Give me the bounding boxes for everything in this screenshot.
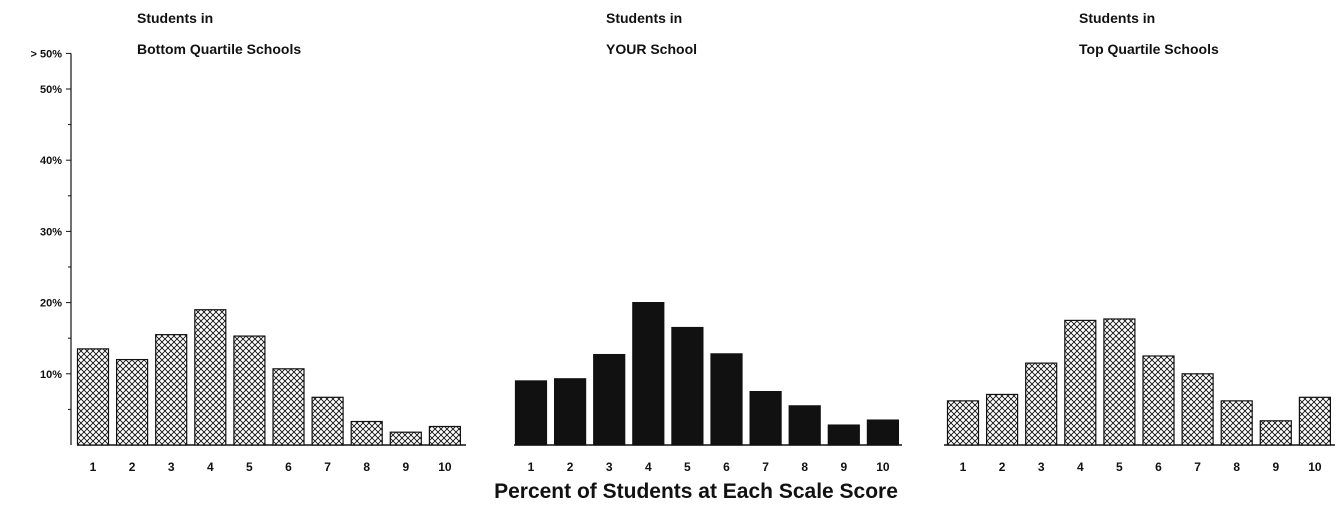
bar-score-4 (194, 309, 227, 446)
bar-score-9 (827, 424, 860, 446)
bar-score-10 (1298, 396, 1332, 446)
bar-score-4 (632, 302, 665, 446)
bar-score-1 (946, 400, 980, 446)
x-tick-label: 8 (363, 460, 370, 474)
x-tick-label: 5 (684, 460, 691, 474)
bar-score-4 (1064, 319, 1097, 446)
panel-title-line2: Top Quartile Schools (1079, 41, 1219, 57)
panel-bottom-quartile: Students in Bottom Quartile Schools 1 2 3 4… (76, 10, 466, 474)
bar-score-8 (350, 420, 383, 446)
x-tick-label: 6 (285, 460, 292, 474)
x-tick-label: 7 (1194, 460, 1201, 474)
x-tick-label: 8 (1233, 460, 1240, 474)
x-tick-label: 2 (567, 460, 574, 474)
x-tick-label: 1 (528, 460, 535, 474)
x-tick-label: 4 (1077, 460, 1084, 474)
x-tick-label: 10 (438, 460, 452, 474)
panel-top-quartile: Students in Top Quartile Schools 1 2 3 4 5 6 7… (944, 10, 1335, 474)
panel-title-line1: Students in (137, 10, 213, 26)
panel-title-line1: Students in (606, 10, 682, 26)
x-tick-label: 4 (207, 460, 214, 474)
bar-score-6 (1142, 355, 1175, 446)
x-axis-title: Percent of Students at Each Scale Score (494, 480, 898, 503)
bar-score-9 (1259, 420, 1292, 446)
bar-score-10 (428, 425, 461, 446)
y-tick-label: 30% (40, 226, 62, 238)
bar-score-3 (1025, 362, 1058, 446)
y-tick-label: 10% (40, 369, 62, 381)
x-tick-label: 4 (645, 460, 652, 474)
bar-score-2 (553, 378, 587, 446)
panel-your-school: Students in YOUR School 1 2 3 4 5 6 7 8 9 10 (514, 10, 902, 474)
bar-score-3 (593, 353, 626, 446)
y-tick-label: 40% (40, 155, 62, 167)
x-tick-label: 9 (840, 460, 847, 474)
x-tick-label: 10 (1308, 460, 1322, 474)
bar-score-2 (985, 393, 1019, 446)
x-tick-label: 5 (1116, 460, 1123, 474)
bar-score-6 (710, 353, 743, 446)
x-tick-label: 10 (876, 460, 890, 474)
bar-score-5 (1103, 318, 1136, 446)
bar-score-7 (1181, 373, 1214, 446)
bar-score-10 (866, 419, 900, 446)
bar-score-5 (233, 335, 266, 446)
x-tick-label: 9 (1272, 460, 1279, 474)
x-tick-label: 7 (762, 460, 769, 474)
y-axis: 10% 20% 30% 40% 50% > 50% (31, 48, 72, 445)
bar-score-1 (76, 348, 110, 446)
bar-score-2 (115, 358, 149, 446)
bar-score-9 (389, 431, 422, 446)
bar-score-6 (272, 368, 305, 446)
x-tick-label: 2 (999, 460, 1006, 474)
bar-score-1 (514, 380, 548, 446)
bar-score-7 (311, 396, 344, 446)
x-tick-label: 6 (1155, 460, 1162, 474)
panel-title-line1: Students in (1079, 10, 1155, 26)
bar-score-8 (788, 405, 821, 446)
bar-score-7 (749, 391, 782, 446)
x-tick-label: 3 (1038, 460, 1045, 474)
y-tick-label: 20% (40, 298, 62, 310)
panel-title-line2: Bottom Quartile Schools (137, 41, 301, 57)
x-tick-label: 9 (402, 460, 409, 474)
bar-score-5 (671, 326, 704, 446)
bar-score-3 (155, 334, 188, 446)
x-tick-label: 6 (723, 460, 730, 474)
x-tick-label: 3 (606, 460, 613, 474)
bar-score-8 (1220, 400, 1253, 446)
y-tick-label: 50% (40, 84, 62, 96)
x-tick-label: 8 (801, 460, 808, 474)
x-tick-label: 1 (90, 460, 97, 474)
x-tick-label: 5 (246, 460, 253, 474)
x-tick-label: 2 (129, 460, 136, 474)
panel-title-line2: YOUR School (606, 41, 697, 57)
x-tick-label: 3 (168, 460, 175, 474)
y-tick-label: > 50% (31, 48, 63, 60)
x-tick-label: 1 (960, 460, 967, 474)
x-tick-label: 7 (324, 460, 331, 474)
